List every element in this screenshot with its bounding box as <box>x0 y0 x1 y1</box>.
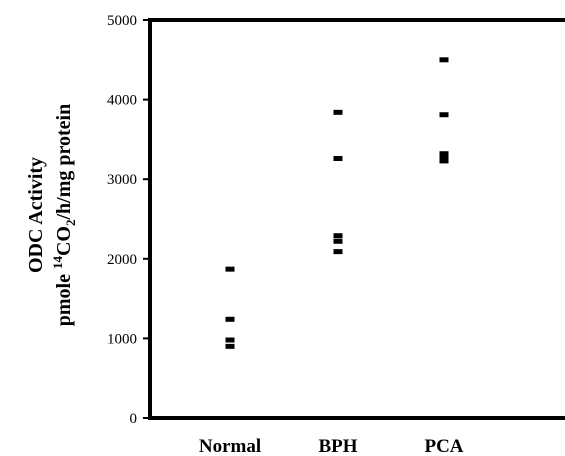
ylabel-prefix: pmole <box>53 269 75 326</box>
data-point-pca <box>439 158 449 164</box>
y-tick-label: 0 <box>130 411 138 427</box>
x-category-label-normal: Normal <box>199 436 261 456</box>
y-axis-label-line2: pmole 14CO2/h/mg protein <box>50 104 78 326</box>
x-category-label-pca: PCA <box>424 436 463 456</box>
ylabel-suffix: /h/mg protein <box>53 104 75 221</box>
y-axis-ticks: 0 1000 2000 3000 4000 5000 <box>107 13 150 427</box>
data-point-pca <box>439 57 449 63</box>
y-axis-label: ODC Activity pmole 14CO2/h/mg protein <box>25 104 78 326</box>
data-points <box>225 57 449 349</box>
x-axis-category-labels: Normal BPH PCA <box>199 436 464 456</box>
data-point-bph <box>333 238 343 244</box>
data-point-pca <box>439 151 449 157</box>
y-tick-label: 1000 <box>107 331 137 347</box>
y-tick-label: 4000 <box>107 93 137 109</box>
data-point-pca <box>439 112 449 118</box>
y-tick-label: 2000 <box>107 252 137 268</box>
data-point-normal <box>225 343 235 349</box>
data-point-pca <box>439 154 449 160</box>
ylabel-superscript: 14 <box>50 256 65 270</box>
data-point-normal <box>225 266 235 272</box>
x-category-label-bph: BPH <box>318 436 357 456</box>
y-axis-label-line1: ODC Activity <box>25 157 47 273</box>
ylabel-subscript: 2 <box>63 220 78 227</box>
data-point-normal <box>225 316 235 322</box>
ylabel-mid: CO <box>53 226 75 256</box>
y-tick-label: 3000 <box>107 172 137 188</box>
data-point-bph <box>333 249 343 255</box>
data-point-bph <box>333 233 343 239</box>
data-point-bph <box>333 109 343 115</box>
data-point-bph <box>333 156 343 162</box>
data-point-normal <box>225 337 235 343</box>
y-tick-label: 5000 <box>107 13 137 29</box>
